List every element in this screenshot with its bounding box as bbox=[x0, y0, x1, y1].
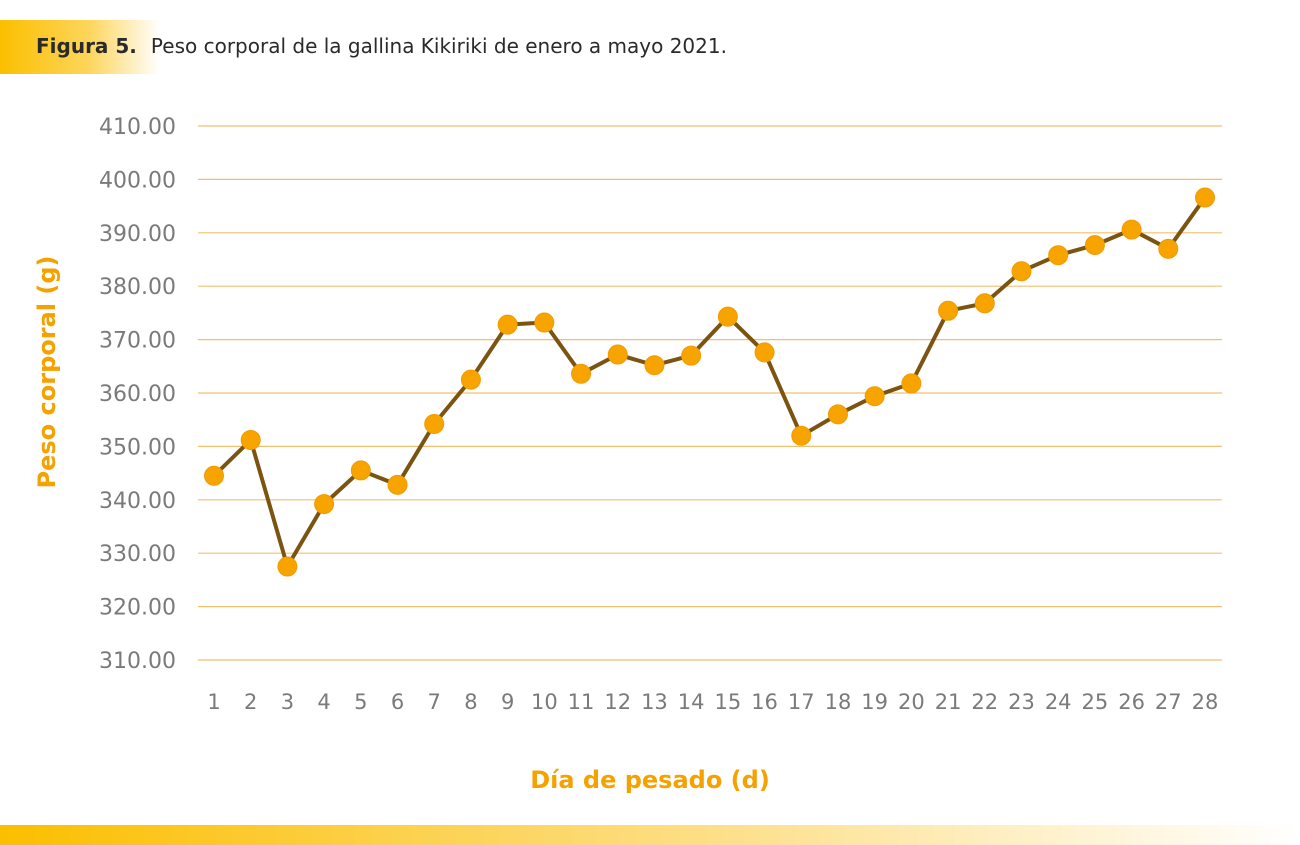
data-point bbox=[974, 293, 995, 314]
y-tick-label: 410.00 bbox=[99, 115, 176, 140]
figure-caption: Figura 5. Peso corporal de la gallina Kik… bbox=[36, 34, 727, 58]
x-tick-label: 1 bbox=[207, 690, 220, 714]
x-tick-label: 10 bbox=[531, 690, 558, 714]
data-point bbox=[791, 425, 812, 446]
data-point bbox=[314, 494, 335, 515]
data-point bbox=[424, 413, 445, 434]
gridlines bbox=[198, 125, 1222, 661]
x-tick-label: 21 bbox=[935, 690, 962, 714]
data-point bbox=[1084, 235, 1105, 256]
data-point bbox=[901, 373, 922, 394]
data-point bbox=[1158, 238, 1179, 259]
data-point bbox=[277, 556, 298, 577]
y-tick-label: 310.00 bbox=[99, 649, 176, 674]
data-point bbox=[497, 314, 518, 335]
x-tick-label: 22 bbox=[971, 690, 998, 714]
x-tick-label: 2 bbox=[244, 690, 257, 714]
x-tick-label: 5 bbox=[354, 690, 367, 714]
figure-caption-text: Peso corporal de la gallina Kikiriki de … bbox=[150, 34, 727, 58]
data-point bbox=[1011, 261, 1032, 282]
y-axis-title: Peso corporal (g) bbox=[33, 256, 61, 489]
y-tick-label: 380.00 bbox=[99, 275, 176, 300]
x-tick-label: 20 bbox=[898, 690, 925, 714]
x-tick-label: 28 bbox=[1192, 690, 1219, 714]
data-point bbox=[938, 300, 959, 321]
data-point bbox=[387, 474, 408, 495]
y-tick-label: 340.00 bbox=[99, 489, 176, 514]
y-tick-label: 320.00 bbox=[99, 596, 176, 621]
x-tick-label: 19 bbox=[861, 690, 888, 714]
x-tick-label: 13 bbox=[641, 690, 668, 714]
x-tick-label: 24 bbox=[1045, 690, 1072, 714]
figure-label: Figura 5. bbox=[36, 34, 137, 58]
data-point bbox=[534, 312, 555, 333]
data-point bbox=[240, 429, 261, 450]
x-tick-label: 17 bbox=[788, 690, 815, 714]
x-tick-label: 11 bbox=[568, 690, 595, 714]
x-tick-label: 18 bbox=[825, 690, 852, 714]
y-axis-ticks: 410.00 400.00 390.00 380.00 370.00 360.00 350.… bbox=[99, 115, 176, 674]
x-tick-label: 26 bbox=[1118, 690, 1145, 714]
caption-accent-bar bbox=[0, 20, 160, 74]
data-point bbox=[864, 386, 885, 407]
footer-accent-bar bbox=[0, 825, 1300, 845]
x-tick-label: 27 bbox=[1155, 690, 1182, 714]
x-tick-label: 6 bbox=[391, 690, 404, 714]
data-point bbox=[1048, 245, 1069, 266]
y-tick-label: 400.00 bbox=[99, 168, 176, 193]
data-point bbox=[717, 306, 738, 327]
data-point bbox=[350, 460, 371, 481]
x-tick-label: 25 bbox=[1082, 690, 1109, 714]
data-point bbox=[607, 344, 628, 365]
x-tick-label: 14 bbox=[678, 690, 705, 714]
y-tick-label: 330.00 bbox=[99, 542, 176, 567]
y-tick-label: 390.00 bbox=[99, 222, 176, 247]
y-tick-label: 370.00 bbox=[99, 329, 176, 354]
series-line bbox=[212, 196, 1207, 569]
y-tick-label: 350.00 bbox=[99, 435, 176, 460]
data-point bbox=[681, 345, 702, 366]
data-point bbox=[644, 355, 665, 376]
data-point bbox=[460, 369, 481, 390]
x-axis-title: Día de pesado (d) bbox=[530, 766, 770, 794]
data-point bbox=[827, 404, 848, 425]
data-points bbox=[204, 187, 1215, 577]
x-tick-label: 8 bbox=[464, 690, 477, 714]
data-point bbox=[754, 342, 775, 363]
x-axis-ticks: 1 2 3 4 5 6 7 8 9 10 11 12 13 14 15 16 17 18 19 20 21 22 23 24 2… bbox=[207, 690, 1218, 714]
x-tick-label: 12 bbox=[604, 690, 631, 714]
x-tick-label: 7 bbox=[428, 690, 441, 714]
x-tick-label: 15 bbox=[714, 690, 741, 714]
x-tick-label: 4 bbox=[317, 690, 330, 714]
data-point bbox=[1121, 219, 1142, 240]
y-tick-label: 360.00 bbox=[99, 382, 176, 407]
x-tick-label: 16 bbox=[751, 690, 778, 714]
x-tick-label: 3 bbox=[281, 690, 294, 714]
data-point bbox=[1195, 187, 1215, 208]
data-point bbox=[571, 363, 592, 384]
x-tick-label: 23 bbox=[1008, 690, 1035, 714]
x-tick-label: 9 bbox=[501, 690, 514, 714]
data-point bbox=[204, 465, 224, 486]
